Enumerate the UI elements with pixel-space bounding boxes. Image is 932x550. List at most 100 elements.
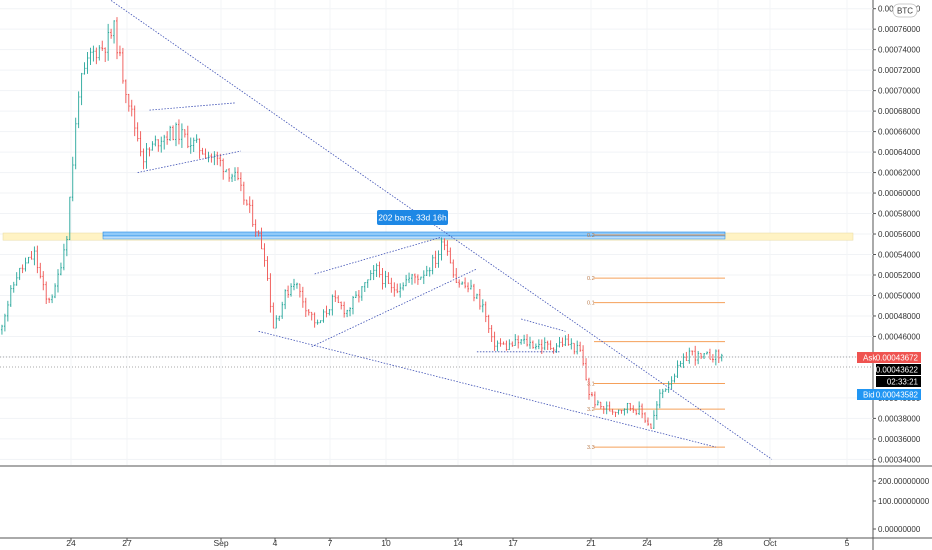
candle bbox=[172, 125, 175, 141]
candle bbox=[449, 247, 452, 264]
ask-value: 0.00043672 bbox=[876, 354, 919, 363]
candle bbox=[593, 391, 596, 408]
candle bbox=[287, 285, 290, 298]
candle bbox=[239, 172, 242, 192]
price-tick-label: 0.00060000 bbox=[878, 189, 921, 198]
candle bbox=[685, 351, 688, 362]
candle bbox=[166, 131, 169, 145]
date-tick-label: Oct bbox=[763, 538, 777, 548]
candle bbox=[375, 263, 378, 277]
candle bbox=[234, 167, 236, 182]
price-tick-label: 0.00046000 bbox=[878, 332, 921, 341]
date-tick-label: 7 bbox=[328, 538, 333, 548]
candle bbox=[464, 277, 467, 289]
price-tick-label: 0.00038000 bbox=[878, 414, 921, 423]
candle bbox=[588, 377, 590, 400]
candle bbox=[608, 401, 611, 412]
price-tick-label: 0.00034000 bbox=[878, 455, 921, 464]
candle bbox=[231, 173, 234, 183]
candle bbox=[57, 269, 59, 293]
candle bbox=[266, 256, 269, 281]
lower-tick-label: 0.00000000 bbox=[878, 525, 921, 534]
candle bbox=[30, 250, 33, 260]
candle bbox=[570, 338, 573, 350]
measure-bar-bottom bbox=[102, 235, 726, 240]
candle bbox=[222, 158, 225, 180]
candle bbox=[357, 290, 360, 303]
trendlines bbox=[110, 0, 773, 460]
resistance-band bbox=[2, 231, 854, 241]
ask-label: Ask bbox=[863, 354, 877, 363]
candle bbox=[295, 282, 298, 289]
candle bbox=[354, 291, 357, 299]
candle bbox=[673, 373, 676, 383]
candle bbox=[590, 392, 593, 397]
candle bbox=[576, 340, 579, 355]
candle bbox=[121, 47, 124, 84]
candle bbox=[691, 350, 694, 356]
candle bbox=[248, 196, 251, 213]
candle bbox=[142, 148, 145, 170]
candle bbox=[493, 331, 496, 351]
candle bbox=[411, 273, 413, 285]
candle bbox=[452, 259, 455, 278]
fib-level-label: 3.3 bbox=[587, 445, 595, 451]
candle bbox=[402, 282, 405, 291]
price-tick-label: 0.00036000 bbox=[878, 435, 921, 444]
fib-level-label: 0.2 bbox=[587, 233, 595, 239]
candle bbox=[393, 282, 396, 297]
candle bbox=[543, 337, 546, 351]
candle bbox=[319, 320, 322, 324]
candle bbox=[602, 406, 605, 414]
trendline-flag-top bbox=[149, 102, 236, 111]
candle bbox=[54, 283, 57, 299]
candle bbox=[558, 337, 561, 348]
candle bbox=[228, 168, 231, 182]
candle bbox=[33, 246, 36, 266]
candle bbox=[9, 285, 12, 307]
fib-level-label: 0.1 bbox=[587, 301, 595, 307]
candle bbox=[278, 315, 281, 322]
candle bbox=[275, 315, 278, 329]
candle bbox=[496, 340, 499, 352]
candle bbox=[614, 411, 617, 417]
candle bbox=[437, 250, 440, 268]
candle bbox=[145, 143, 148, 169]
candle bbox=[372, 265, 375, 281]
candle bbox=[499, 338, 502, 347]
last-price-value: 0.00043622 bbox=[876, 366, 919, 375]
candle bbox=[77, 91, 80, 129]
candle bbox=[387, 272, 390, 284]
candle bbox=[458, 279, 461, 288]
candle bbox=[475, 293, 478, 300]
candle bbox=[706, 351, 708, 355]
candle bbox=[502, 341, 505, 345]
candle bbox=[83, 62, 86, 75]
date-tick-label: 21 bbox=[586, 538, 596, 548]
lower-tick-label: 200.00000000 bbox=[878, 477, 930, 486]
candle bbox=[487, 314, 490, 333]
price-tick-label: 0.00068000 bbox=[878, 107, 921, 116]
candle bbox=[632, 405, 635, 413]
candle bbox=[107, 23, 110, 61]
symbol-badge[interactable]: BTC bbox=[892, 3, 918, 18]
candle bbox=[15, 272, 18, 286]
candle bbox=[110, 28, 113, 39]
candle bbox=[180, 123, 183, 148]
candle bbox=[490, 325, 493, 342]
candle bbox=[136, 122, 139, 142]
candle bbox=[290, 283, 293, 297]
candle bbox=[116, 17, 118, 60]
candle bbox=[352, 296, 354, 315]
candle bbox=[623, 408, 626, 416]
candle bbox=[378, 261, 381, 278]
candle bbox=[661, 388, 664, 399]
date-tick-label: 14 bbox=[453, 538, 463, 548]
candle bbox=[717, 349, 720, 364]
candle bbox=[652, 410, 655, 429]
candle bbox=[310, 311, 313, 321]
candle bbox=[313, 312, 316, 328]
countdown-tag: 02:33:21 bbox=[876, 376, 921, 387]
date-tick-label: 24 bbox=[66, 538, 76, 548]
